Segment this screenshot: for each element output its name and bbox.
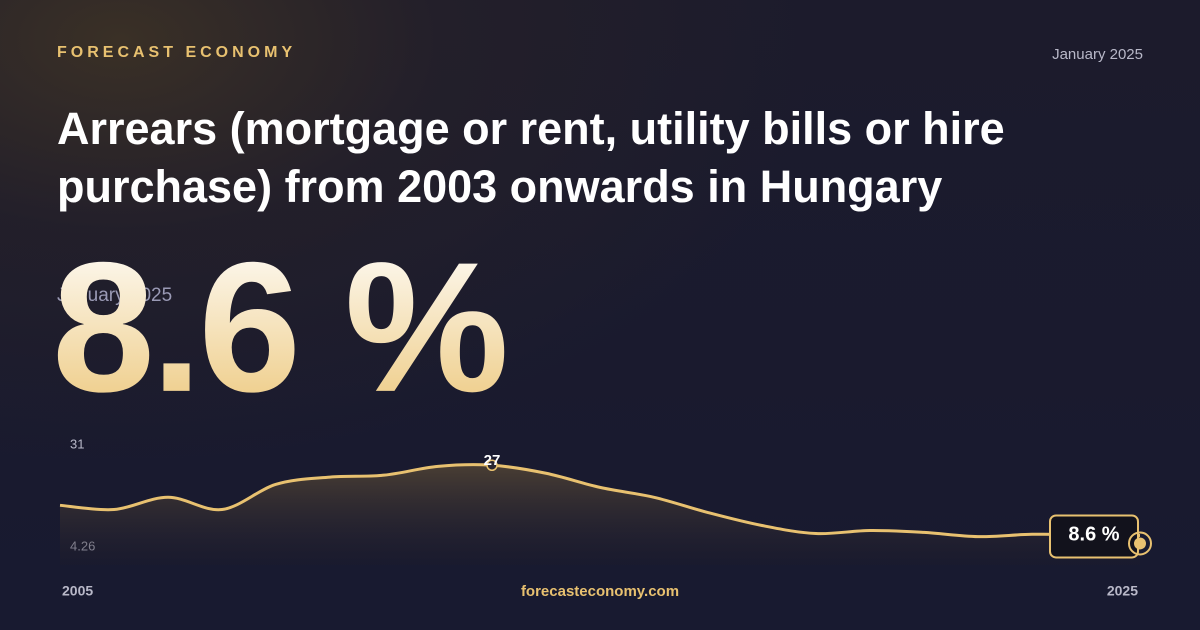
end-badge <box>1049 514 1139 559</box>
y-tick-label: 31 <box>70 436 84 451</box>
headline-value: 8.6 % <box>52 225 505 431</box>
x-tick-label: 2025 <box>1107 583 1138 599</box>
x-tick-label: 2005 <box>62 583 93 599</box>
end-marker-halo <box>1128 531 1152 556</box>
peak-marker <box>486 459 498 472</box>
footer: forecasteconomy.com <box>521 583 679 600</box>
area <box>60 464 1140 565</box>
title: Arrears (mortgage or rent, utility bills… <box>57 103 1005 212</box>
date: January 2025 <box>1052 46 1143 63</box>
value-label: 8.6 % <box>1068 524 1119 546</box>
brand: FORECAST ECONOMY <box>57 44 297 61</box>
line <box>59 463 1141 539</box>
headline-label: January 2025 <box>57 285 172 306</box>
end-marker <box>1134 537 1146 550</box>
value-label: 27 <box>484 452 501 469</box>
